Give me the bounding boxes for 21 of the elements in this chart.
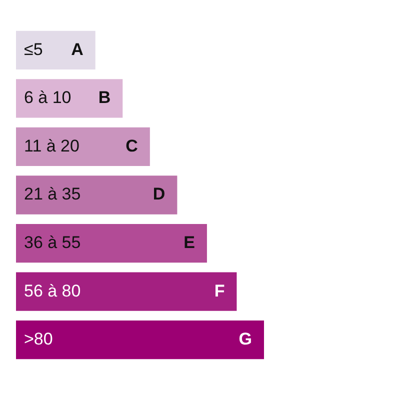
bar [16,127,150,166]
y-tick-label: 6 à 10 [24,88,72,108]
annotation: F [214,281,225,300]
annotation: D [152,184,166,204]
annotation: C [126,136,138,156]
y-tick-label: ≤5 [24,40,43,59]
y-tick-label: 36 à 55 [24,232,81,252]
bar [16,320,264,360]
annotation: G [238,330,252,349]
y-tick-label: 21 à 35 [24,184,81,204]
annotation: B [98,88,111,108]
y-tick-label: 11 à 20 [24,136,80,156]
y-tick-label: >80 [24,330,53,349]
annotation: E [184,232,195,252]
bar [16,176,178,214]
bar [16,30,96,70]
y-tick-label: 56 à 80 [24,281,81,300]
annotation: A [71,40,84,59]
bar [16,272,237,311]
bar [16,79,123,118]
bar [16,224,207,263]
